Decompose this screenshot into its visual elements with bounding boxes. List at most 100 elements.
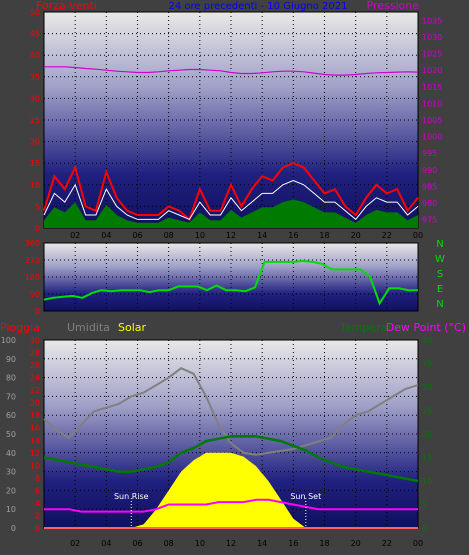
pressure-y-tick: 975 [422, 216, 437, 225]
humidity-y-tick: 90 [6, 355, 16, 364]
x-tick-label: 04 [101, 539, 111, 548]
humidity-y-tick: 100 [1, 336, 16, 345]
pressure-y-tick: 1015 [422, 83, 442, 92]
x-tick-label: 02 [70, 539, 80, 548]
x-tick-label: 10 [195, 539, 205, 548]
humidity-y-tick: 60 [6, 411, 16, 420]
wind-y-tick: 10 [30, 181, 40, 190]
rain-y-tick: 4 [35, 499, 40, 508]
humidity-y-tick: 30 [6, 468, 16, 477]
wind-y-tick: 30 [30, 94, 40, 103]
x-tick-label: 06 [132, 231, 142, 240]
chart-title: 24 ore precedenti - 10 Giugno 2021 [169, 1, 348, 12]
wind-y-tick: 35 [30, 73, 40, 82]
rain-y-tick: 22 [30, 386, 40, 395]
wind-grid [44, 12, 418, 228]
x-tick-label: 22 [382, 539, 392, 548]
direction-y-axis: 0 90 180 270 360 [25, 239, 40, 316]
x-tick-label: 14 [257, 539, 267, 548]
rain-y-tick: 24 [30, 374, 40, 383]
x-tick-label: 20 [351, 231, 361, 240]
x-tick-label: 08 [164, 231, 174, 240]
weather-series [43, 367, 419, 529]
humidity-line [43, 367, 419, 456]
wind-y-tick: 15 [30, 159, 40, 168]
rain-y-tick: 10 [30, 461, 40, 470]
temperature-line [43, 435, 419, 483]
x-tick-label: 08 [164, 539, 174, 548]
pressure-y-tick: 985 [422, 182, 437, 191]
compass-letter: N [436, 239, 443, 250]
rain-y-tick: 20 [30, 399, 40, 408]
x-tick-label: 02 [70, 231, 80, 240]
wind-y-axis: 0 5 10 15 20 25 30 35 40 45 50 [30, 8, 40, 233]
wind-direction-line [43, 259, 418, 306]
temperature-y-tick: 15 [422, 454, 432, 463]
x-tick-label: 16 [288, 231, 298, 240]
pressure-y-tick: 1020 [422, 66, 442, 75]
rain-y-tick: 28 [30, 349, 40, 358]
pressure-y-tick: 1000 [422, 133, 442, 142]
wind-speed-line [43, 162, 419, 222]
wind-y-tick: 20 [30, 138, 40, 147]
direction-grid [44, 243, 418, 311]
x-tick-label: 18 [319, 231, 329, 240]
temperature-y-tick: 10 [422, 477, 432, 486]
solar-label: Solar [118, 321, 147, 334]
pressure-y-tick: 1010 [422, 99, 442, 108]
rain-y-tick: 0 [35, 524, 40, 533]
compass-letter: N [436, 299, 443, 310]
humidity-y-tick: 70 [6, 392, 16, 401]
dewpoint-line [44, 498, 418, 513]
pressure-y-tick: 1025 [422, 50, 442, 59]
wind-y-tick: 40 [30, 51, 40, 60]
humidity-y-tick: 80 [6, 374, 16, 383]
compass-letter: E [437, 284, 443, 295]
humidity-y-tick: 20 [6, 486, 16, 495]
x-tick-label: 20 [351, 539, 361, 548]
sunrise-label: Sun Rise [114, 492, 149, 501]
rain-y-tick: 14 [30, 436, 40, 445]
pressure-y-axis: 975 980 985 990 995 1000 1005 1010 1015 1020 1025 1… [422, 16, 442, 224]
wind-label: Forza venti [36, 0, 97, 12]
sunset-label: Sun Set [290, 492, 321, 501]
compass-letter: W [435, 254, 445, 265]
dewpoint-label: Dew Point (°C) [386, 321, 466, 334]
x-tick-label: 18 [319, 539, 329, 548]
direction-y-tick: 90 [30, 290, 40, 299]
x-tick-label: 00 [413, 539, 423, 548]
wind-x-axis: 02 04 06 08 10 12 14 16 18 20 22 00 [70, 231, 423, 240]
temperature-y-tick: 40 [422, 336, 432, 345]
wind-y-tick: 45 [30, 30, 40, 39]
temperature-label: Temperatura [339, 321, 410, 334]
weather-x-axis: 02 04 06 08 10 12 14 16 18 20 22 00 [70, 539, 423, 548]
direction-y-tick: 180 [25, 273, 40, 282]
rain-y-tick: 8 [35, 474, 40, 483]
wind-y-tick: 50 [30, 8, 40, 17]
direction-y-tick: 0 [35, 307, 40, 316]
wind-average-line [43, 179, 419, 221]
x-tick-label: 06 [132, 539, 142, 548]
rain-y-tick: 26 [30, 361, 40, 370]
pressure-y-tick: 1030 [422, 33, 442, 42]
wind-y-tick: 5 [35, 202, 40, 211]
humidity-y-axis: 0 10 20 30 40 50 60 70 80 90 100 [1, 336, 16, 533]
pressure-line [44, 66, 419, 76]
rain-y-tick: 6 [35, 486, 40, 495]
wind-pressure-series [43, 66, 419, 228]
compass-letter: S [437, 269, 443, 280]
x-tick-label: 22 [382, 231, 392, 240]
solar-area [44, 452, 418, 528]
humidity-y-tick: 50 [6, 430, 16, 439]
x-tick-label: 04 [101, 231, 111, 240]
pressure-y-tick: 1035 [422, 16, 442, 25]
pressure-label: Pressione [367, 0, 420, 12]
direction-y-tick: 270 [25, 256, 40, 265]
temperature-y-tick: 0 [422, 524, 427, 533]
x-tick-label: 16 [288, 539, 298, 548]
humidity-label: Umidita [67, 321, 110, 334]
rain-y-tick: 18 [30, 411, 40, 420]
